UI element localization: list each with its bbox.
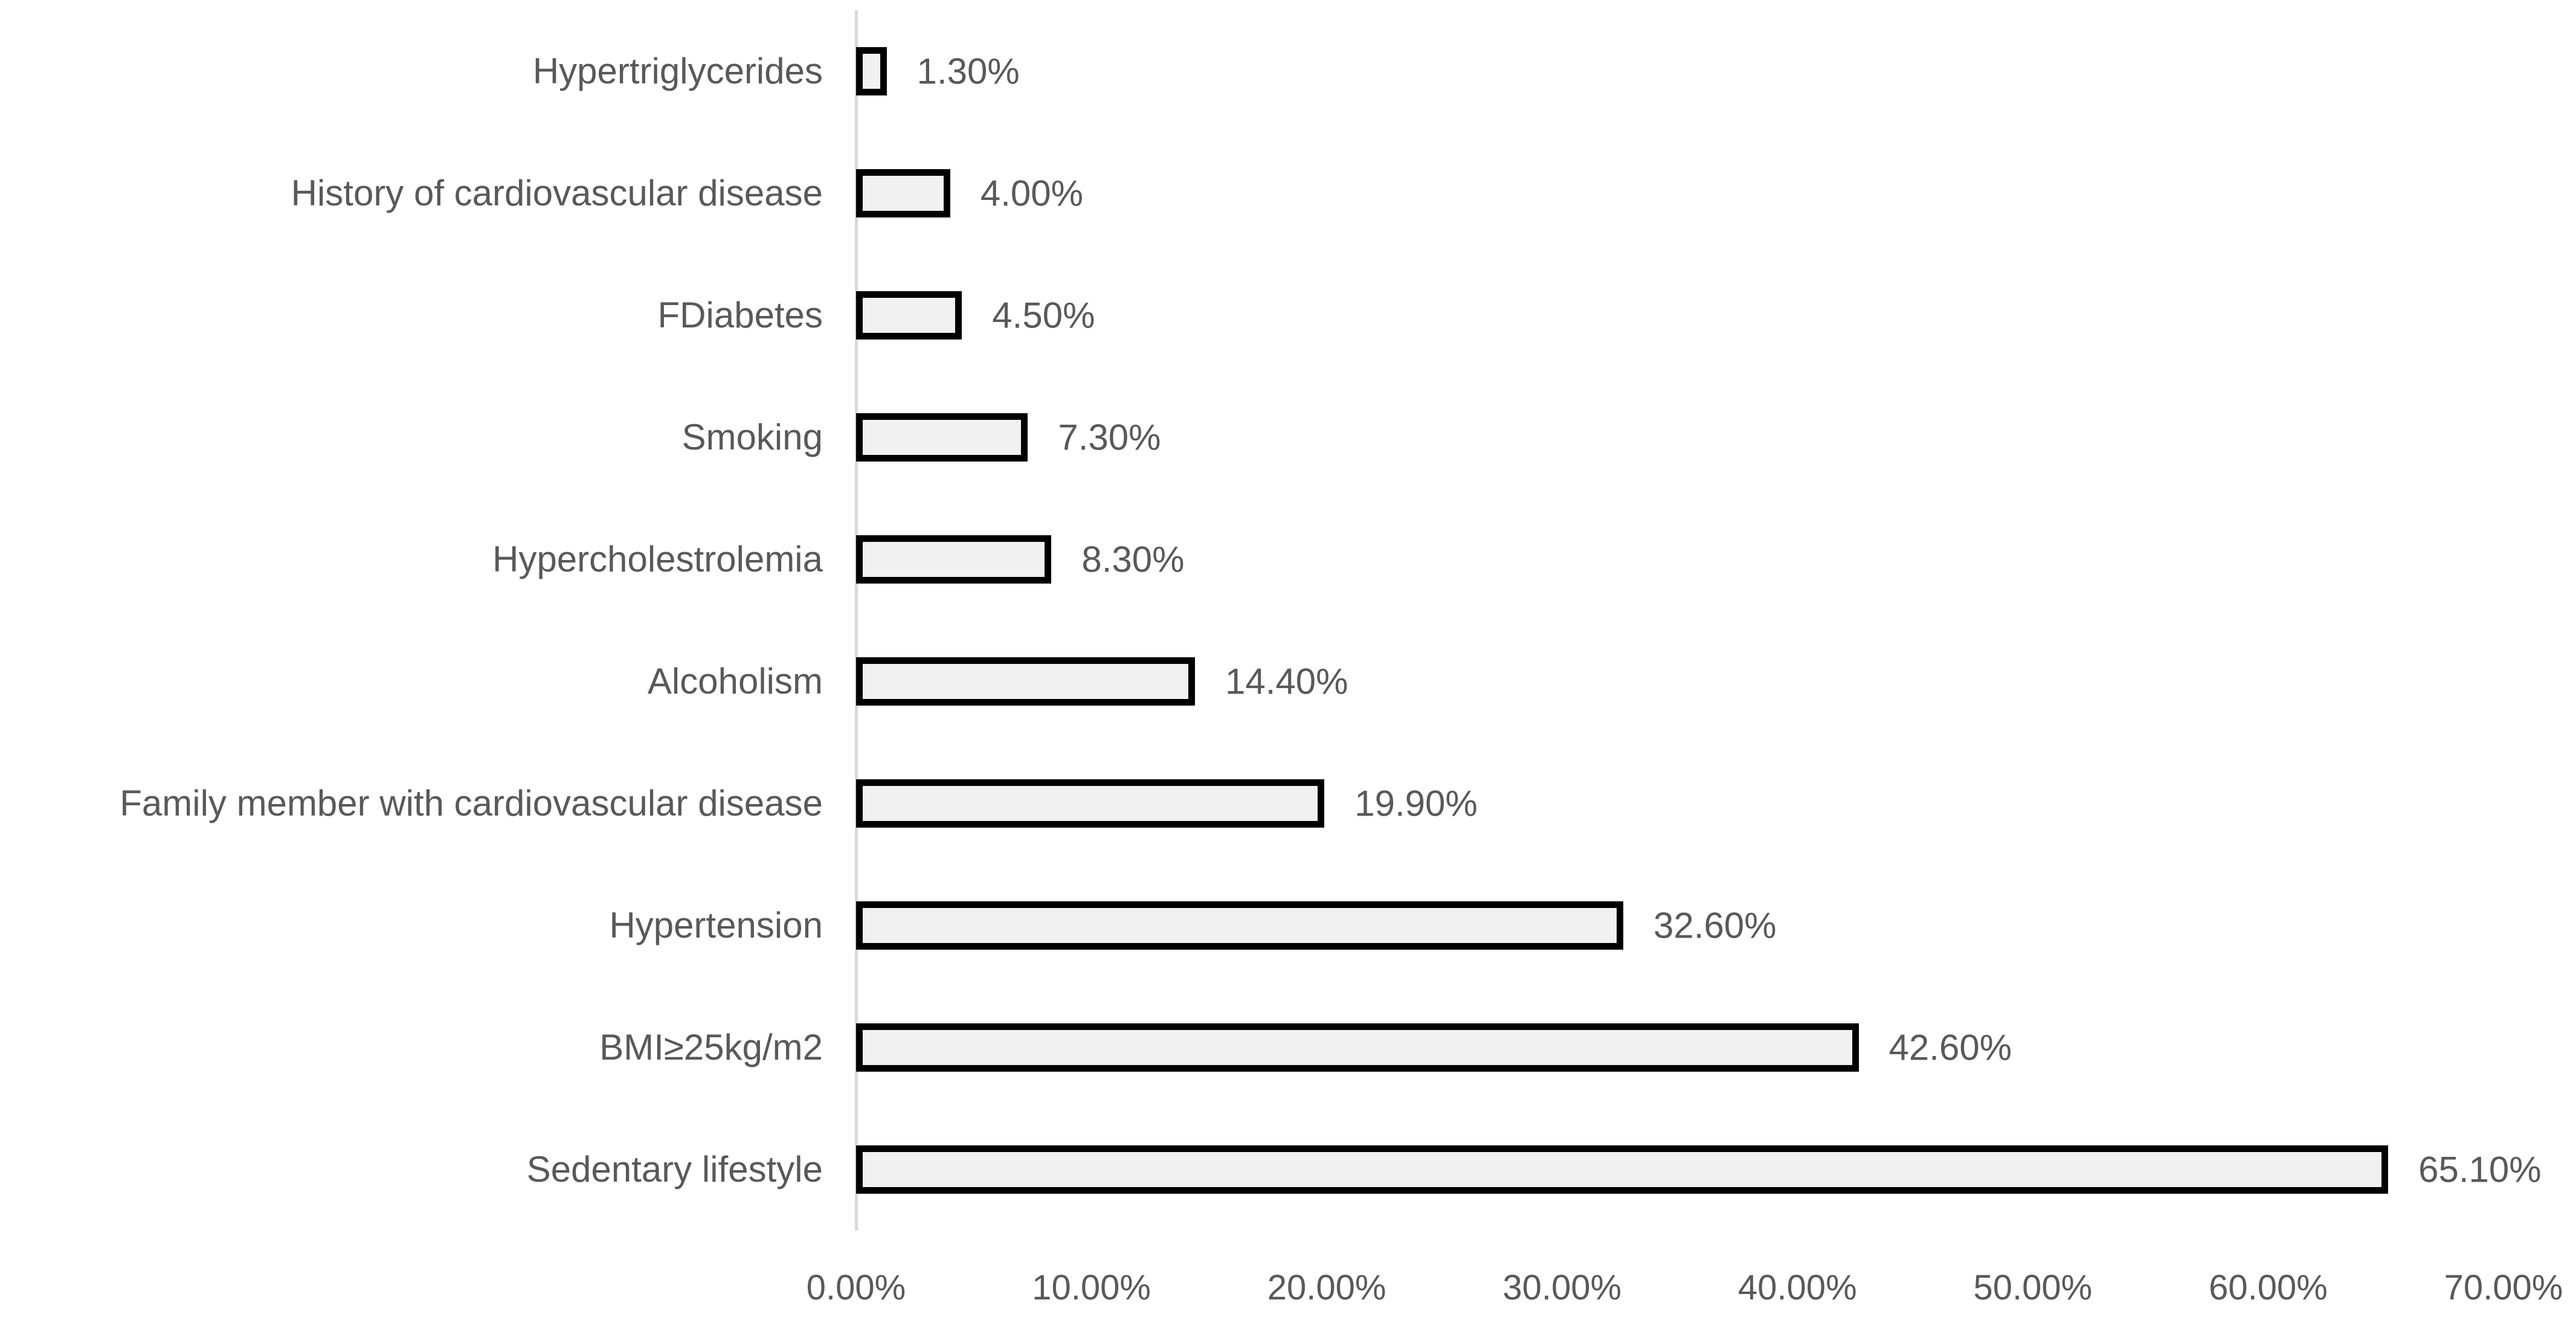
value-label: 8.30% bbox=[1081, 539, 1185, 580]
category-label: Smoking bbox=[681, 417, 823, 457]
bar-row: FDiabetes 4.50% bbox=[0, 254, 2576, 376]
x-axis-tick: 70.00% bbox=[2444, 1268, 2563, 1307]
bar bbox=[856, 169, 950, 217]
y-axis-line bbox=[855, 10, 858, 1231]
value-label: 19.90% bbox=[1354, 783, 1478, 824]
bar-track: 4.00% bbox=[856, 132, 2504, 254]
value-label: 65.10% bbox=[2418, 1149, 2542, 1190]
x-axis-tick: 10.00% bbox=[1032, 1268, 1151, 1307]
bar bbox=[856, 47, 887, 95]
bar bbox=[856, 291, 962, 340]
value-label: 14.40% bbox=[1225, 661, 1348, 702]
bar-track: 19.90% bbox=[856, 742, 2504, 864]
bar-row: Alcoholism 14.40% bbox=[0, 620, 2576, 742]
value-label: 7.30% bbox=[1058, 417, 1161, 458]
x-axis-tick-labels: 0.00% 10.00% 20.00% 30.00% 40.00% 50.00% 60.00… bbox=[807, 1267, 2563, 1316]
x-axis-tick: 40.00% bbox=[1737, 1268, 1857, 1307]
value-label: 42.60% bbox=[1889, 1027, 2012, 1068]
category-label: BMI≥25kg/m2 bbox=[599, 1027, 823, 1067]
bar-track: 1.30% bbox=[856, 10, 2504, 132]
bar-track: 14.40% bbox=[856, 620, 2504, 742]
bar-track: 65.10% bbox=[856, 1109, 2542, 1231]
bar bbox=[856, 535, 1052, 584]
bar-track: 42.60% bbox=[856, 987, 2504, 1109]
bar-row: Smoking 7.30% bbox=[0, 376, 2576, 498]
bar-track: 4.50% bbox=[856, 254, 2504, 376]
value-label: 1.30% bbox=[916, 51, 1020, 92]
bar-track: 32.60% bbox=[856, 864, 2504, 987]
x-axis-tick: 0.00% bbox=[806, 1268, 906, 1307]
x-axis-tick: 20.00% bbox=[1267, 1268, 1386, 1307]
bar bbox=[856, 901, 1623, 950]
bar-row: Family member with cardiovascular diseas… bbox=[0, 742, 2576, 864]
bar-row: Sedentary lifestyle 65.10% bbox=[0, 1109, 2576, 1231]
bar-row: Hypertension 32.60% bbox=[0, 864, 2576, 987]
bar-track: 8.30% bbox=[856, 498, 2504, 620]
bar-row: Hypertriglycerides 1.30% bbox=[0, 10, 2576, 132]
bar bbox=[856, 779, 1325, 828]
bar-row: Hypercholestrolemia 8.30% bbox=[0, 498, 2576, 620]
value-label: 4.00% bbox=[980, 173, 1083, 214]
category-label: Hypercholestrolemia bbox=[492, 539, 823, 579]
chart-plot-area: Hypertriglycerides 1.30% History of cardio… bbox=[0, 10, 2576, 1231]
category-label: Hypertension bbox=[609, 905, 823, 945]
value-label: 4.50% bbox=[992, 295, 1095, 336]
bar bbox=[856, 1023, 1859, 1072]
category-label: Family member with cardiovascular diseas… bbox=[120, 783, 823, 823]
bar bbox=[856, 1145, 2389, 1194]
x-axis-tick: 60.00% bbox=[2209, 1268, 2328, 1307]
bar bbox=[856, 657, 1195, 706]
x-axis-tick: 50.00% bbox=[1973, 1268, 2093, 1307]
category-label: Hypertriglycerides bbox=[532, 51, 823, 91]
bar-row: BMI≥25kg/m2 42.60% bbox=[0, 987, 2576, 1109]
bar bbox=[856, 413, 1028, 462]
category-label: FDiabetes bbox=[657, 295, 823, 335]
bar-row: History of cardiovascular disease 4.00% bbox=[0, 132, 2576, 254]
category-label: History of cardiovascular disease bbox=[291, 173, 823, 213]
value-label: 32.60% bbox=[1653, 905, 1777, 946]
x-axis-tick: 30.00% bbox=[1502, 1268, 1622, 1307]
bar-track: 7.30% bbox=[856, 376, 2504, 498]
category-label: Alcoholism bbox=[647, 661, 823, 701]
category-label: Sedentary lifestyle bbox=[526, 1149, 823, 1189]
